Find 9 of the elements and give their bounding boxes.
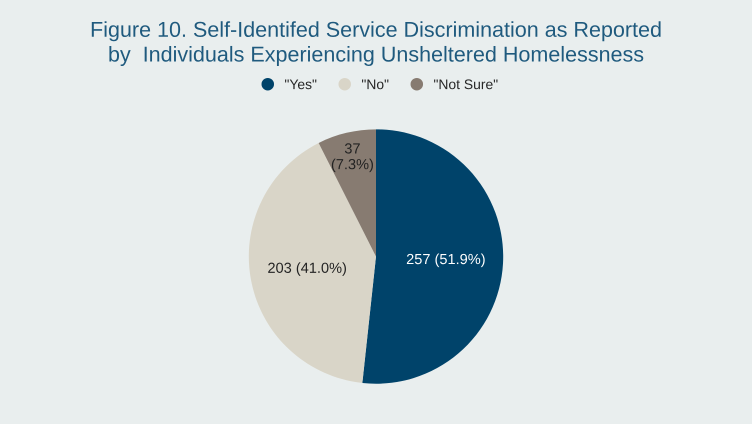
data-label: 37 (7.3%): [332, 143, 373, 172]
data-label: 257 (51.9%): [406, 253, 485, 268]
legend-label: "Yes": [285, 80, 316, 90]
data-label: 203 (41.0%): [268, 262, 346, 276]
legend-label: "No": [362, 80, 388, 90]
pie-slice: [318, 129, 376, 257]
chart-title: Figure 10. Self-Identifed Service Discrimination as Reported by Individuals Experiencing Unsheltered Homelessness: [92, 21, 661, 66]
legend-label: "Not Sure": [434, 79, 498, 90]
pie-slice: [248, 142, 376, 383]
